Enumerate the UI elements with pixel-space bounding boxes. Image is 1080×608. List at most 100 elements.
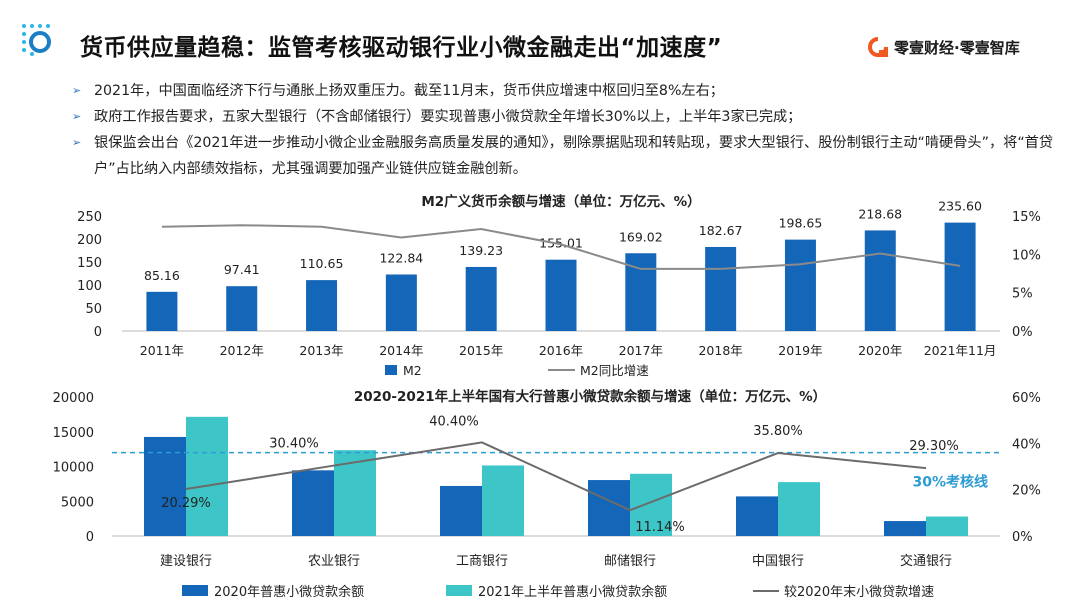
- x-tick-label: 2019年: [778, 343, 822, 358]
- bar-m2: [385, 274, 417, 331]
- x-tick-label: 2018年: [698, 343, 742, 358]
- chart-title: 2020-2021年上半年国有大行普惠小微贷款余额与增速（单位：万亿元、%）: [354, 388, 826, 405]
- bar-2021h1-balance: [186, 416, 228, 536]
- bar-value-label: 218.68: [858, 206, 902, 221]
- x-tick-label: 2016年: [539, 343, 583, 358]
- y-tick-label: 250: [77, 210, 102, 225]
- y2-tick-label: 40%: [1012, 437, 1041, 452]
- y2-tick-label: 60%: [1012, 391, 1041, 406]
- line-value-label: 40.40%: [429, 414, 479, 429]
- x-tick-label: 2012年: [220, 343, 264, 358]
- line-m2-growth: [161, 224, 961, 270]
- y-tick-label: 10000: [53, 461, 94, 476]
- bar-2020-balance: [440, 485, 482, 536]
- bar-value-label: 198.65: [779, 216, 823, 231]
- bullet-item: ➢ 银保监会出台《2021年进一步推动小微企业金融服务高质量发展的通知》，剔除票…: [72, 130, 1062, 182]
- bullet-item: ➢ 2021年，中国面临经济下行与通胀上扬双重压力。截至11月末，货币供应增速中…: [72, 78, 1062, 104]
- x-tick-label: 中国银行: [752, 554, 804, 569]
- bullet-item: ➢ 政府工作报告要求，五家大型银行（不含邮储银行）要实现普惠小微贷款全年增长30…: [72, 104, 1062, 130]
- bar-2020-balance: [292, 470, 334, 536]
- x-tick-label: 交通银行: [900, 553, 952, 569]
- line-value-label: 30.40%: [269, 437, 319, 452]
- line-value-label: 20.29%: [161, 496, 211, 511]
- bar-value-label: 122.84: [379, 250, 423, 265]
- m2-chart: M2广义货币余额与增速（单位：万亿元、%） 0 50 100 150 200 250 0% 5%…: [77, 193, 1041, 378]
- bullet-list: ➢ 2021年，中国面临经济下行与通胀上扬双重压力。截至11月末，货币供应增速中…: [72, 78, 1062, 182]
- bar-2020-balance: [884, 521, 926, 536]
- bar-m2: [864, 230, 896, 331]
- y-tick-label: 5000: [61, 495, 94, 510]
- y2-tick-label: 20%: [1012, 484, 1041, 499]
- bar-value-label: 169.02: [619, 229, 663, 244]
- y-tick-label: 200: [77, 233, 102, 248]
- y2-tick-label: 5%: [1012, 287, 1033, 302]
- line-growth-rate: [185, 441, 927, 512]
- y-tick-label: 50: [85, 302, 102, 317]
- bar-m2: [545, 259, 577, 331]
- y2-tick-label: 0%: [1012, 530, 1033, 545]
- y-tick-label: 20000: [53, 391, 94, 406]
- page-title: 货币供应量趋稳：监管考核驱动银行业小微金融走出“加速度”: [80, 35, 723, 61]
- header: 货币供应量趋稳：监管考核驱动银行业小微金融走出“加速度” 零壹财经·零壹智库: [0, 0, 1080, 72]
- bar-m2: [226, 286, 258, 331]
- bar-m2: [306, 280, 338, 331]
- bar-m2: [146, 291, 178, 331]
- y-tick-label: 100: [77, 279, 102, 294]
- microloan-chart: 2020-2021年上半年国有大行普惠小微贷款余额与增速（单位：万亿元、%） 0 5…: [53, 388, 1041, 600]
- bullet-text: 政府工作报告要求，五家大型银行（不含邮储银行）要实现普惠小微贷款全年增长30%以…: [94, 109, 802, 125]
- bar-value-label: 85.16: [144, 268, 180, 283]
- arrow-icon: ➢: [72, 110, 82, 123]
- bar-2021h1-balance: [482, 465, 524, 536]
- bullet-text: 2021年，中国面临经济下行与通胀上扬双重压力。截至11月末，货币供应增速中枢回…: [94, 83, 724, 99]
- y-tick-label: 0: [94, 325, 102, 340]
- arrow-icon: ➢: [72, 136, 82, 149]
- y2-tick-label: 15%: [1012, 210, 1041, 225]
- legend-swatch-2021h1: [446, 585, 472, 596]
- arrow-icon: ➢: [72, 84, 82, 97]
- x-tick-label: 2014年: [379, 343, 423, 358]
- bar-2021h1-balance: [630, 473, 672, 536]
- line-value-label: 11.14%: [635, 520, 685, 535]
- bar-value-label: 139.23: [459, 243, 503, 258]
- y2-tick-label: 10%: [1012, 248, 1041, 263]
- legend-label-2021h1: 2021年上半年普惠小微贷款余额: [478, 584, 667, 600]
- logo-ring-icon: [22, 24, 51, 56]
- x-tick-label: 2013年: [299, 343, 343, 358]
- legend-label-2020: 2020年普惠小微贷款余额: [214, 584, 364, 600]
- bar-value-label: 110.65: [300, 256, 344, 271]
- x-tick-label: 2020年: [858, 343, 902, 358]
- legend-label-m2-growth: M2同比增速: [580, 363, 649, 378]
- x-tick-label: 2021年11月: [924, 343, 997, 358]
- bar-2021h1-balance: [778, 482, 820, 536]
- legend-swatch-m2: [385, 365, 397, 375]
- x-tick-label: 建设银行: [160, 554, 212, 569]
- bar-2021h1-balance: [926, 516, 968, 536]
- bar-2020-balance: [144, 436, 186, 536]
- line-value-label: 29.30%: [909, 439, 959, 454]
- bar-value-label: 97.41: [224, 262, 260, 277]
- x-tick-label: 邮储银行: [604, 554, 656, 569]
- y-tick-label: 15000: [53, 426, 94, 441]
- brand-name: 零壹财经·零壹智库: [894, 38, 1020, 57]
- bar-value-label: 182.67: [699, 223, 743, 238]
- legend-label-m2: M2: [403, 363, 422, 378]
- bar-2020-balance: [736, 496, 778, 536]
- y-tick-label: 0: [86, 530, 94, 545]
- brand-logo-icon: [868, 37, 888, 57]
- legend-swatch-2020: [182, 585, 208, 596]
- y2-tick-label: 0%: [1012, 325, 1033, 340]
- x-tick-label: 2015年: [459, 343, 503, 358]
- x-tick-label: 农业银行: [308, 554, 360, 569]
- x-tick-label: 工商银行: [456, 554, 508, 569]
- chart-title: M2广义货币余额与增速（单位：万亿元、%）: [421, 193, 700, 210]
- bar-m2: [465, 266, 497, 331]
- legend-label-growth: 较2020年末小微贷款增速: [784, 585, 934, 600]
- x-tick-label: 2011年: [140, 343, 184, 358]
- bullet-text: 银保监会出台《2021年进一步推动小微企业金融服务高质量发展的通知》，剔除票据贴…: [94, 135, 1054, 177]
- line-value-label: 35.80%: [753, 424, 803, 439]
- bar-value-label: 235.60: [938, 199, 982, 214]
- bar-m2: [784, 239, 816, 331]
- bar-m2: [705, 246, 737, 331]
- y-tick-label: 150: [77, 256, 102, 271]
- x-tick-label: 2017年: [619, 343, 663, 358]
